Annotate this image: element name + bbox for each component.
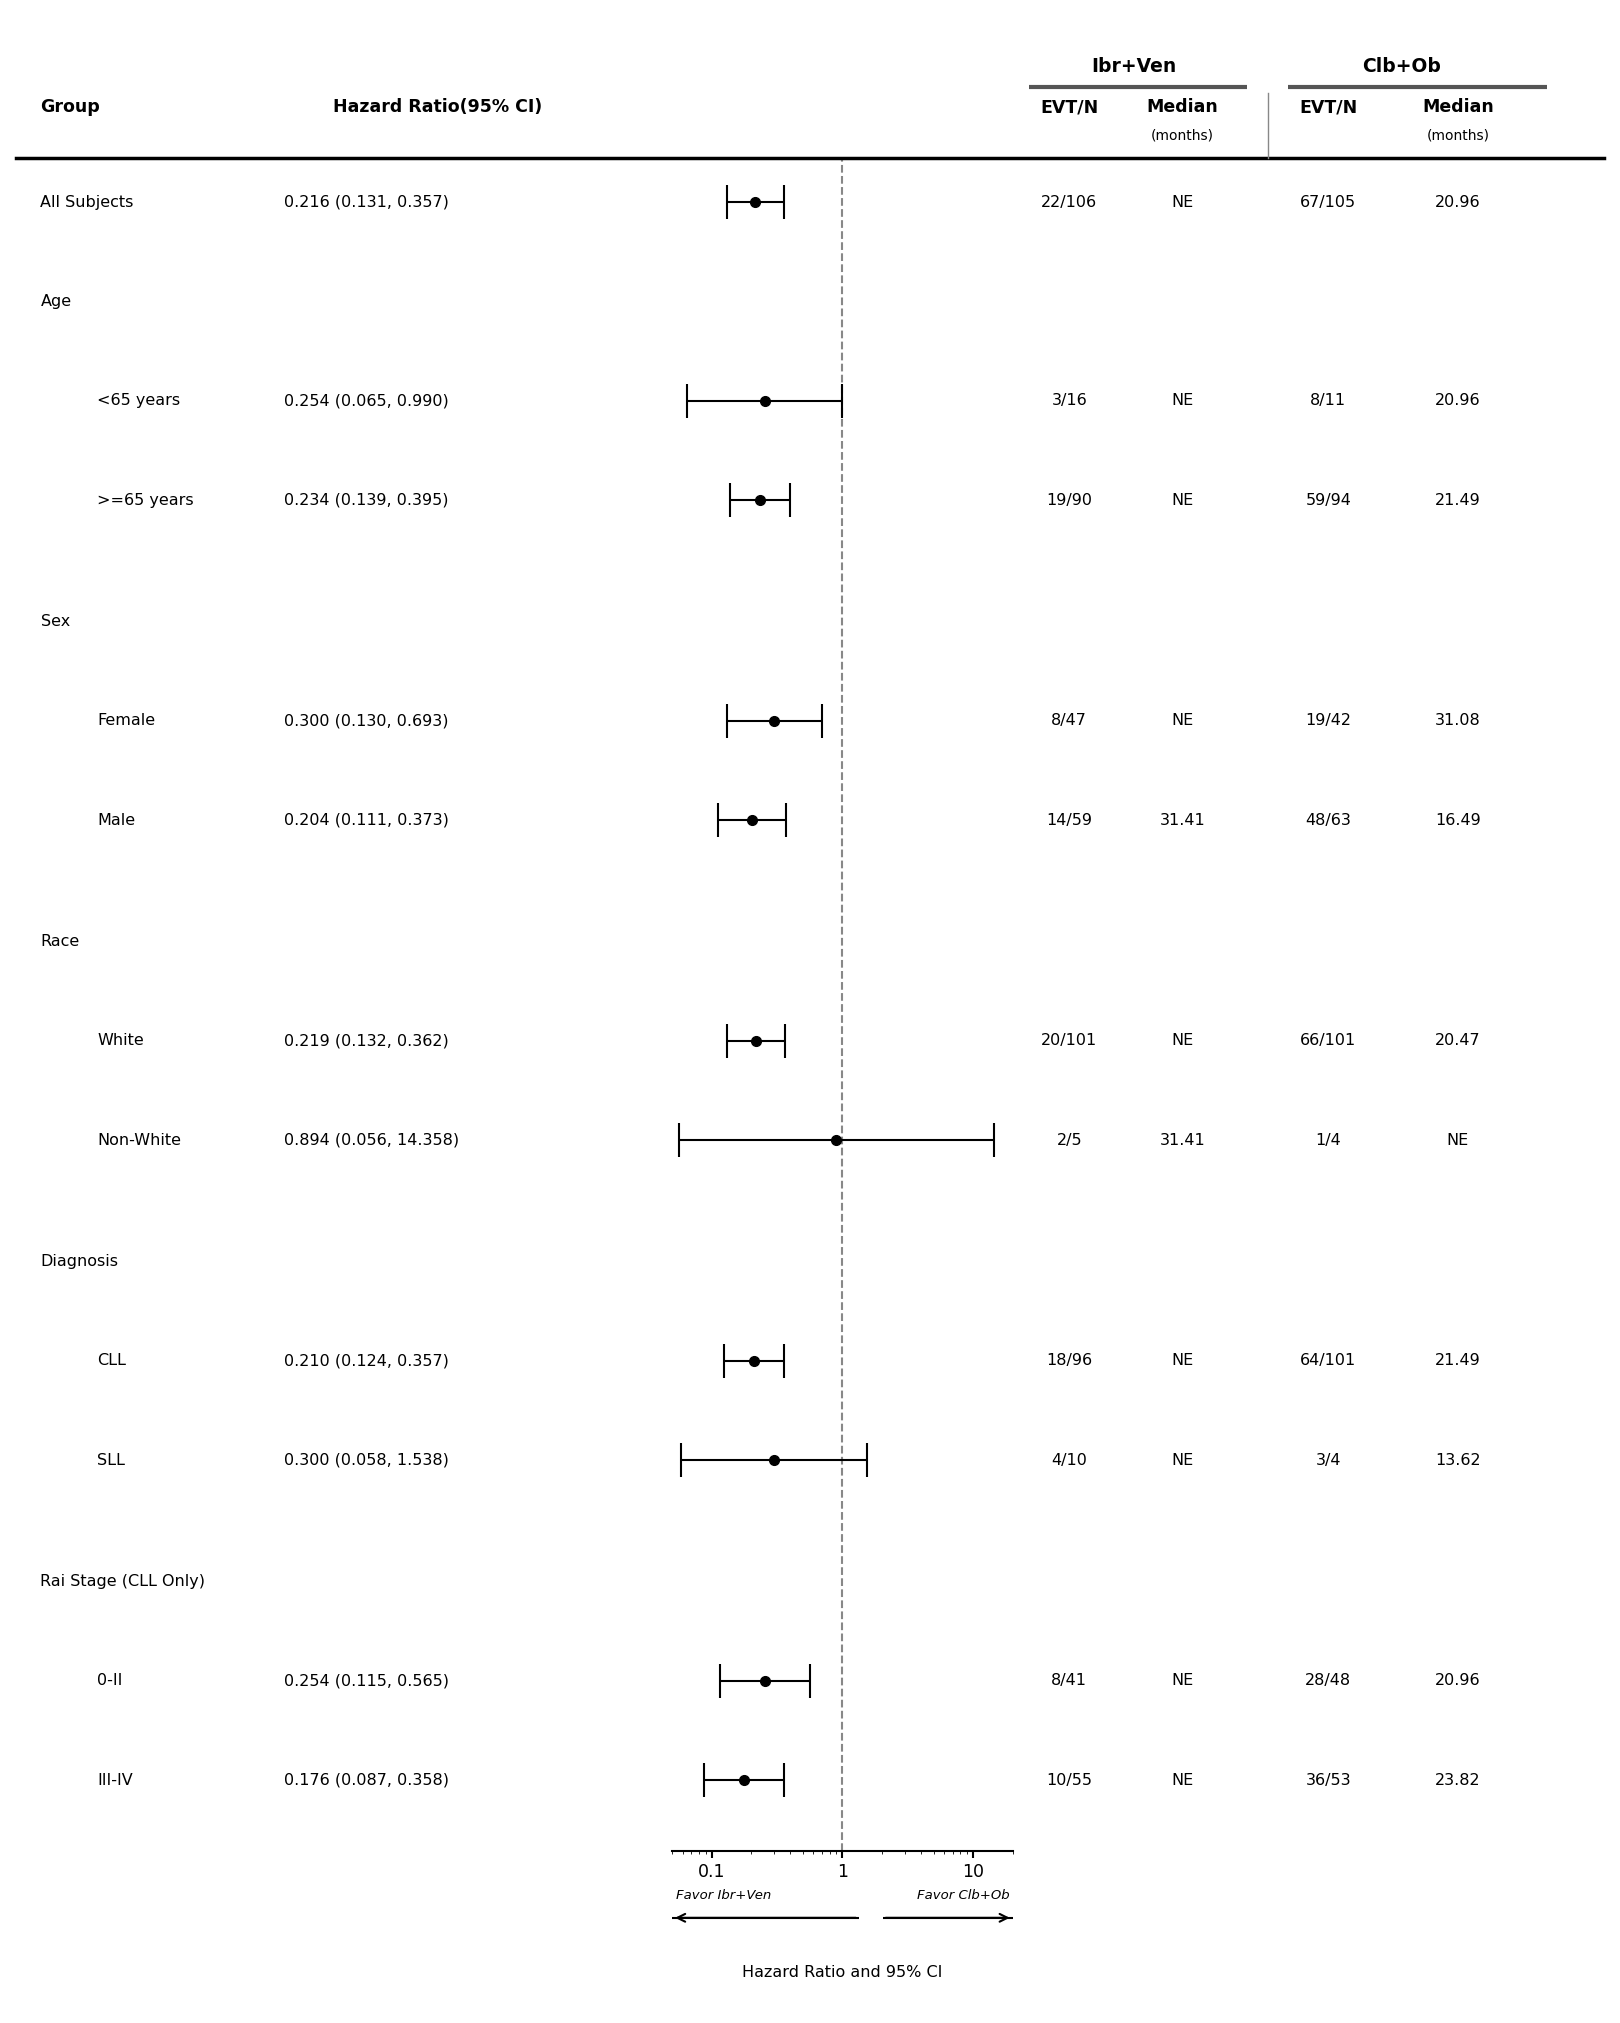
- Text: 48/63: 48/63: [1306, 813, 1351, 827]
- Text: 36/53: 36/53: [1306, 1772, 1351, 1788]
- Text: NE: NE: [1171, 194, 1194, 210]
- Text: 8/41: 8/41: [1051, 1673, 1087, 1689]
- Text: SLL: SLL: [97, 1453, 125, 1469]
- Text: Sex: Sex: [40, 615, 70, 629]
- Text: Median: Median: [1422, 99, 1494, 115]
- Text: 20.96: 20.96: [1435, 1673, 1481, 1689]
- Text: 23.82: 23.82: [1435, 1772, 1481, 1788]
- Text: Age: Age: [40, 293, 71, 310]
- Text: 14/59: 14/59: [1047, 813, 1092, 827]
- Text: 31.41: 31.41: [1160, 1133, 1205, 1147]
- Text: EVT/N: EVT/N: [1299, 99, 1358, 115]
- Text: NE: NE: [1171, 1673, 1194, 1689]
- Text: NE: NE: [1447, 1133, 1469, 1147]
- Text: NE: NE: [1171, 1353, 1194, 1368]
- Text: NE: NE: [1171, 1453, 1194, 1469]
- Text: Non-White: Non-White: [97, 1133, 181, 1147]
- Text: Clb+Ob: Clb+Ob: [1362, 57, 1440, 77]
- Text: 0.204 (0.111, 0.373): 0.204 (0.111, 0.373): [284, 813, 449, 827]
- Text: White: White: [97, 1034, 144, 1048]
- Text: 31.08: 31.08: [1435, 714, 1481, 728]
- Text: Favor Ibr+Ven: Favor Ibr+Ven: [676, 1889, 771, 1902]
- Text: Median: Median: [1147, 99, 1218, 115]
- Text: 0.216 (0.131, 0.357): 0.216 (0.131, 0.357): [284, 194, 449, 210]
- Text: 19/90: 19/90: [1047, 494, 1092, 508]
- Text: 13.62: 13.62: [1435, 1453, 1481, 1469]
- Text: 20.96: 20.96: [1435, 194, 1481, 210]
- Text: 18/96: 18/96: [1047, 1353, 1092, 1368]
- Text: CLL: CLL: [97, 1353, 126, 1368]
- Text: 20.47: 20.47: [1435, 1034, 1481, 1048]
- Text: 28/48: 28/48: [1306, 1673, 1351, 1689]
- Text: Male: Male: [97, 813, 136, 827]
- Text: 3/16: 3/16: [1051, 392, 1087, 409]
- Text: Rai Stage (CLL Only): Rai Stage (CLL Only): [40, 1574, 206, 1590]
- Text: 16.49: 16.49: [1435, 813, 1481, 827]
- Text: 0.210 (0.124, 0.357): 0.210 (0.124, 0.357): [284, 1353, 449, 1368]
- Text: NE: NE: [1171, 494, 1194, 508]
- Text: 19/42: 19/42: [1306, 714, 1351, 728]
- Text: 0.254 (0.115, 0.565): 0.254 (0.115, 0.565): [284, 1673, 449, 1689]
- Text: 3/4: 3/4: [1315, 1453, 1341, 1469]
- Text: 31.41: 31.41: [1160, 813, 1205, 827]
- Text: NE: NE: [1171, 714, 1194, 728]
- Text: NE: NE: [1171, 1772, 1194, 1788]
- Text: 20.96: 20.96: [1435, 392, 1481, 409]
- Text: NE: NE: [1171, 1034, 1194, 1048]
- Text: Favor Clb+Ob: Favor Clb+Ob: [917, 1889, 1009, 1902]
- Text: 8/47: 8/47: [1051, 714, 1087, 728]
- Text: EVT/N: EVT/N: [1040, 99, 1098, 115]
- Text: 1/4: 1/4: [1315, 1133, 1341, 1147]
- Text: 0.894 (0.056, 14.358): 0.894 (0.056, 14.358): [284, 1133, 458, 1147]
- Text: 0.219 (0.132, 0.362): 0.219 (0.132, 0.362): [284, 1034, 449, 1048]
- Text: (months): (months): [1152, 129, 1213, 142]
- Text: 22/106: 22/106: [1042, 194, 1097, 210]
- Text: 8/11: 8/11: [1311, 392, 1346, 409]
- Text: 0-II: 0-II: [97, 1673, 123, 1689]
- Text: 0.234 (0.139, 0.395): 0.234 (0.139, 0.395): [284, 494, 449, 508]
- Text: Hazard Ratio and 95% CI: Hazard Ratio and 95% CI: [742, 1964, 943, 1981]
- Text: NE: NE: [1171, 392, 1194, 409]
- Text: 0.176 (0.087, 0.358): 0.176 (0.087, 0.358): [284, 1772, 449, 1788]
- Text: <65 years: <65 years: [97, 392, 180, 409]
- Text: Hazard Ratio(95% CI): Hazard Ratio(95% CI): [332, 99, 543, 115]
- Text: 64/101: 64/101: [1301, 1353, 1356, 1368]
- Text: 20/101: 20/101: [1042, 1034, 1097, 1048]
- Text: III-IV: III-IV: [97, 1772, 133, 1788]
- Text: 0.300 (0.130, 0.693): 0.300 (0.130, 0.693): [284, 714, 449, 728]
- Text: 21.49: 21.49: [1435, 1353, 1481, 1368]
- Text: Ibr+Ven: Ibr+Ven: [1092, 57, 1176, 77]
- Text: 66/101: 66/101: [1301, 1034, 1356, 1048]
- Text: (months): (months): [1427, 129, 1489, 142]
- Text: All Subjects: All Subjects: [40, 194, 134, 210]
- Text: Group: Group: [40, 99, 100, 115]
- Text: 67/105: 67/105: [1301, 194, 1356, 210]
- Text: 0.254 (0.065, 0.990): 0.254 (0.065, 0.990): [284, 392, 449, 409]
- Text: Race: Race: [40, 935, 79, 949]
- Text: 59/94: 59/94: [1306, 494, 1351, 508]
- Text: 21.49: 21.49: [1435, 494, 1481, 508]
- Text: >=65 years: >=65 years: [97, 494, 194, 508]
- Text: Female: Female: [97, 714, 156, 728]
- Text: 10/55: 10/55: [1047, 1772, 1092, 1788]
- Text: 2/5: 2/5: [1056, 1133, 1082, 1147]
- Text: 0.300 (0.058, 1.538): 0.300 (0.058, 1.538): [284, 1453, 449, 1469]
- Text: Diagnosis: Diagnosis: [40, 1254, 118, 1268]
- Text: 4/10: 4/10: [1051, 1453, 1087, 1469]
